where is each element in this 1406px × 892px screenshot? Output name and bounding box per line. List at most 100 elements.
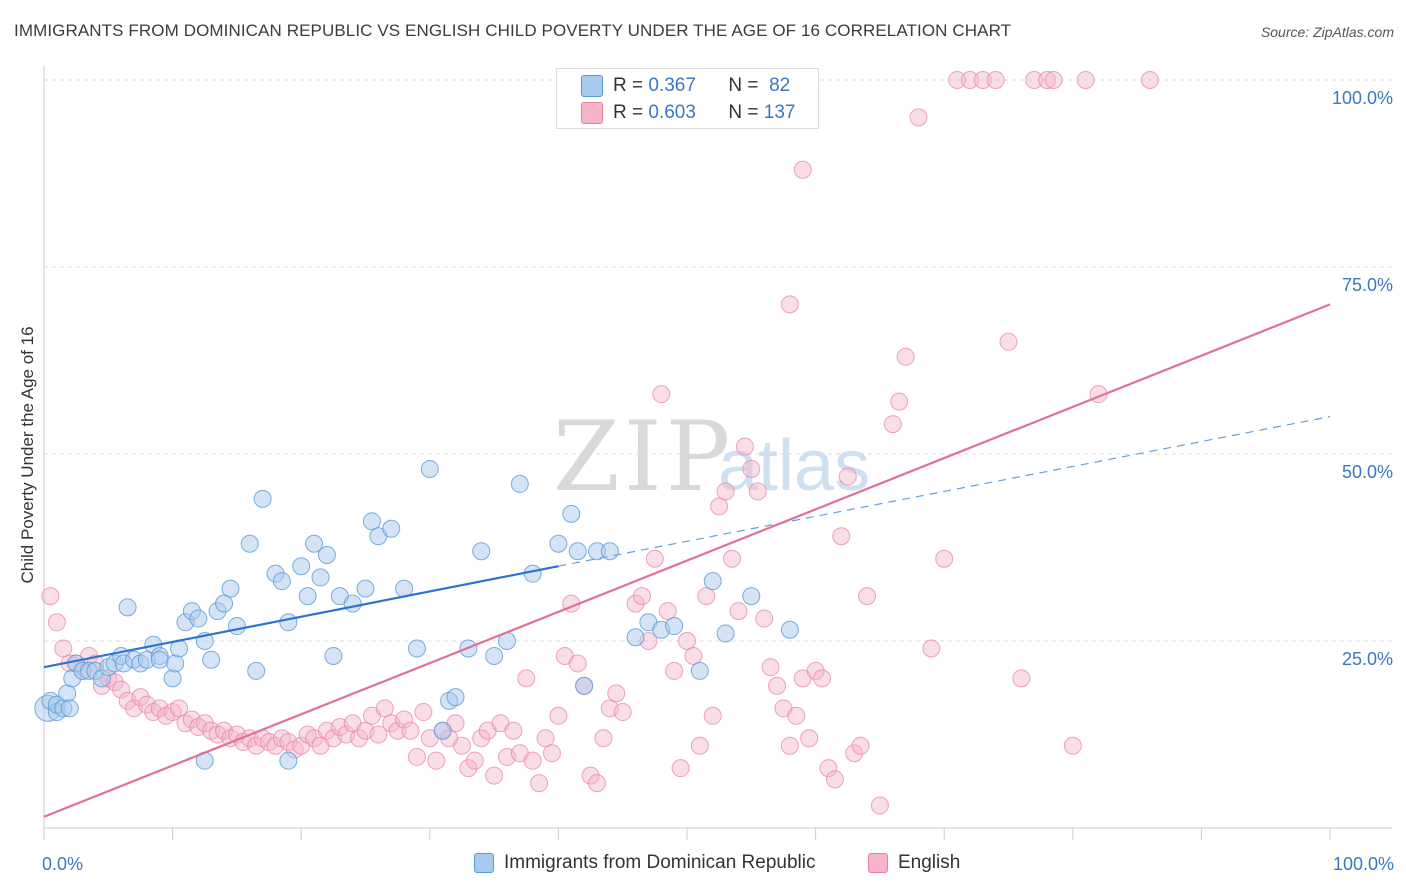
watermark-zip: ZIP: [553, 401, 734, 513]
english-point: [678, 632, 696, 650]
dominican-point: [549, 534, 568, 553]
legend-label-dominican: Immigrants from Dominican Republic: [504, 852, 816, 873]
english-point: [626, 594, 645, 613]
dominican-points: [34, 459, 799, 770]
english-point: [536, 729, 555, 748]
legend-item-english[interactable]: English: [868, 852, 960, 874]
legend-item-dominican[interactable]: Immigrants from Dominican Republic: [474, 852, 816, 874]
y-tick-label: 25.0%: [1342, 649, 1393, 669]
r-value: 0.367: [648, 75, 696, 96]
english-point: [870, 796, 889, 815]
dominican-point: [253, 489, 272, 508]
english-point: [1076, 71, 1095, 89]
dominican-point: [523, 564, 542, 583]
english-point: [671, 759, 690, 778]
r-value: 0.603: [648, 102, 696, 123]
english-point: [748, 482, 767, 501]
english-point: [819, 759, 838, 778]
dominican-point: [472, 542, 491, 561]
english-point: [883, 415, 902, 434]
english-point: [41, 587, 60, 606]
dominican-point: [118, 598, 137, 617]
dominican-point: [305, 534, 324, 553]
english-point: [684, 646, 703, 665]
legend-label-english: English: [898, 852, 961, 873]
dominican-point: [324, 646, 343, 665]
r-label: R =: [613, 102, 644, 123]
y-axis-label: Child Poverty Under the Age of 16: [18, 326, 37, 583]
dominican-point: [240, 534, 259, 553]
english-point: [825, 770, 844, 789]
legend-swatch-blue: [474, 853, 494, 873]
english-point: [427, 751, 446, 770]
x-tick-label: 0.0%: [42, 854, 83, 874]
english-point: [787, 706, 806, 725]
dominican-point: [298, 587, 317, 606]
english-point: [632, 587, 651, 606]
english-point: [170, 699, 189, 718]
y-tick-label: 75.0%: [1342, 275, 1393, 295]
dominican-point: [562, 504, 581, 523]
y-tick-label: 50.0%: [1342, 462, 1393, 482]
trend-lines: [43, 303, 1331, 818]
dominican-point: [690, 661, 709, 680]
stats-swatch-pink: [581, 102, 603, 124]
english-point: [414, 703, 433, 722]
stats-row-english: R = 0.603 N = 137: [581, 100, 795, 126]
n-value: 82: [769, 75, 791, 96]
dominican-trend-line: [43, 565, 559, 669]
english-point: [690, 736, 709, 755]
english-point: [131, 688, 150, 707]
english-point: [813, 669, 832, 688]
english-point: [350, 729, 369, 748]
dominican-point: [433, 721, 452, 740]
english-point: [960, 71, 979, 89]
dominican-point: [510, 474, 529, 493]
english-point: [459, 759, 478, 778]
english-point: [472, 729, 491, 748]
english-point: [594, 729, 613, 748]
english-point: [858, 587, 877, 606]
stats-row-dominican: R = 0.367 N = 82: [581, 73, 790, 99]
english-point: [935, 549, 954, 568]
english-point: [517, 669, 536, 688]
english-point: [1063, 736, 1082, 755]
dominican-point: [742, 587, 761, 606]
english-point: [388, 721, 407, 740]
english-point: [735, 437, 754, 456]
english-point: [375, 699, 394, 718]
dominican-point: [575, 676, 594, 695]
english-point: [542, 744, 561, 763]
english-point: [780, 736, 799, 755]
english-point: [613, 703, 632, 722]
english-point: [723, 549, 742, 568]
dominican-point: [279, 751, 298, 770]
dominican-point: [279, 613, 298, 632]
chart-title: IMMIGRANTS FROM DOMINICAN REPUBLIC VS EN…: [14, 21, 1012, 40]
english-point: [549, 706, 568, 725]
dominican-point: [703, 572, 722, 591]
english-point: [909, 108, 928, 127]
dominican-point: [343, 594, 362, 613]
dominican-point: [292, 557, 311, 576]
english-point: [195, 714, 214, 733]
english-point: [112, 680, 131, 699]
english-point: [607, 684, 626, 703]
english-point: [504, 721, 523, 740]
english-point: [729, 602, 748, 621]
y-tick-label: 100.0%: [1332, 88, 1393, 108]
english-point: [793, 160, 812, 179]
dominican-point: [60, 699, 79, 718]
english-point: [665, 661, 684, 680]
dominican-point: [626, 628, 645, 647]
english-point: [645, 549, 664, 568]
english-point: [780, 295, 799, 314]
english-point: [581, 766, 600, 785]
dominican-point: [382, 519, 401, 538]
dominican-point: [215, 594, 234, 613]
english-point: [697, 587, 716, 606]
english-point: [890, 392, 909, 411]
dominican-point: [356, 579, 375, 598]
r-label: R =: [613, 75, 644, 96]
